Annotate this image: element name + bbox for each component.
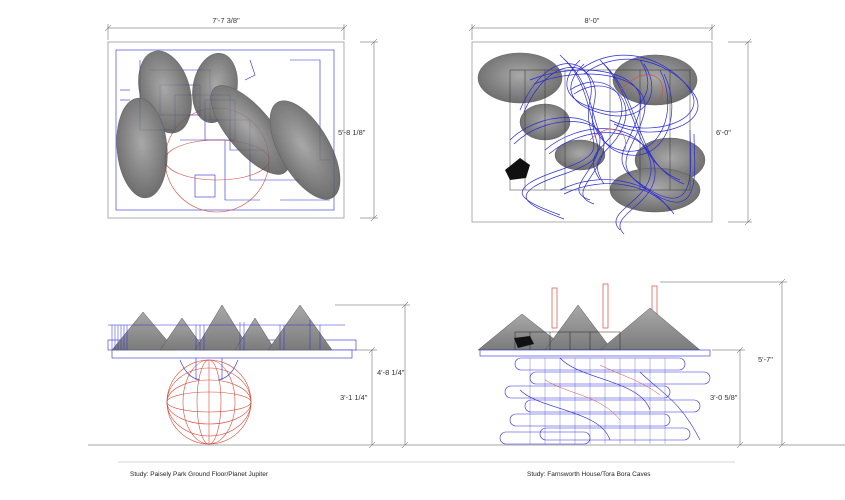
dimension-label: 3'-0 5/8" [710, 393, 738, 402]
shadow-blob [269, 100, 341, 200]
shadow-blob [210, 85, 290, 175]
shadow-blob [554, 139, 606, 171]
dimension-label: 5'-7" [758, 355, 773, 364]
plan-study-b: 8'-0" 6'-0" [468, 16, 752, 235]
shadow-blob [612, 54, 698, 106]
elevation-study-b: 5'-7" 3'-0 5/8" [477, 278, 787, 449]
caption-study-a: Study: Paisely Park Ground Floor/Planet … [130, 471, 269, 478]
mountain-peak [599, 307, 701, 351]
caption-study-b: Study: Farnsworth House/Tora Bora Caves [527, 471, 651, 478]
mountain-peak [111, 311, 176, 351]
shadow-blob [477, 52, 563, 104]
piano-shape [514, 336, 534, 348]
mountain-peak [159, 317, 206, 351]
dimension-label: 5'-8 1/8" [338, 128, 366, 137]
elevation-study-a: 4'-8 1/4" 3'-1 1/4" [107, 301, 410, 449]
mountain-peak [194, 304, 251, 351]
mountain-peak [234, 317, 276, 351]
dimension-label: 7'-7 3/8" [212, 16, 240, 25]
plan-study-a: 7'-7 3/8" 5'-8 1/8" [104, 16, 378, 222]
piano-shape [505, 158, 530, 180]
mountain-peak [267, 304, 333, 351]
dimension-label: 3'-1 1/4" [340, 393, 368, 402]
dimension-label: 8'-0" [585, 16, 600, 25]
shadow-blob [116, 97, 168, 199]
dimension-label: 6'-0" [716, 128, 731, 137]
dimension-label: 4'-8 1/4" [377, 368, 405, 377]
